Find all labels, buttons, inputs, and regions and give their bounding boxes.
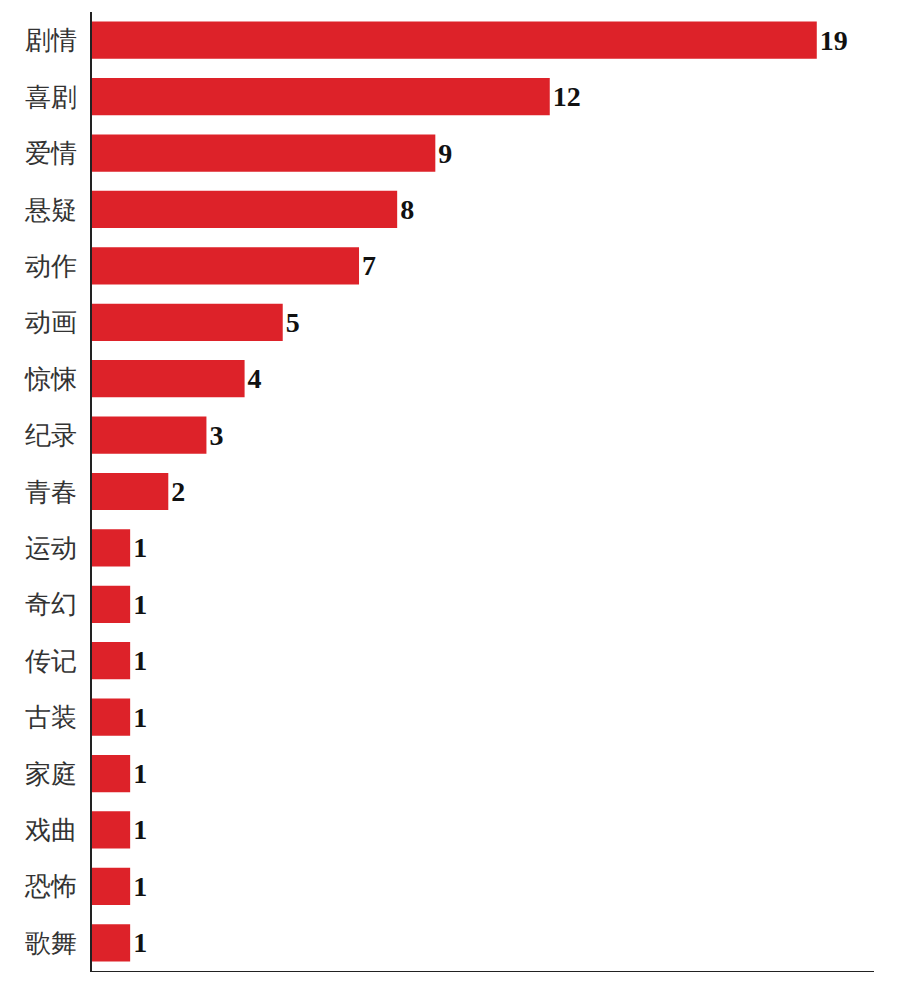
svg-text:5: 5 xyxy=(286,307,300,338)
svg-text:动画: 动画 xyxy=(25,307,77,337)
svg-text:纪录: 纪录 xyxy=(25,420,77,450)
svg-text:传记: 传记 xyxy=(25,646,77,676)
svg-text:运动: 运动 xyxy=(25,533,77,563)
svg-text:12: 12 xyxy=(553,81,581,112)
svg-text:戏曲: 戏曲 xyxy=(25,815,77,845)
svg-text:1: 1 xyxy=(133,927,147,958)
svg-text:7: 7 xyxy=(362,250,376,281)
svg-text:爱情: 爱情 xyxy=(25,138,77,168)
svg-text:1: 1 xyxy=(133,702,147,733)
svg-text:剧情: 剧情 xyxy=(25,25,77,55)
svg-text:19: 19 xyxy=(820,25,848,56)
svg-text:3: 3 xyxy=(209,420,223,451)
svg-text:奇幻: 奇幻 xyxy=(25,589,77,619)
svg-text:9: 9 xyxy=(438,138,452,169)
svg-text:1: 1 xyxy=(133,589,147,620)
svg-text:1: 1 xyxy=(133,814,147,845)
svg-text:4: 4 xyxy=(248,363,262,394)
svg-text:家庭: 家庭 xyxy=(25,759,77,789)
svg-text:恐怖: 恐怖 xyxy=(24,871,77,901)
svg-text:8: 8 xyxy=(400,194,414,225)
svg-text:动作: 动作 xyxy=(25,251,77,281)
svg-text:歌舞: 歌舞 xyxy=(25,928,77,958)
svg-text:1: 1 xyxy=(133,532,147,563)
svg-text:1: 1 xyxy=(133,871,147,902)
svg-text:喜剧: 喜剧 xyxy=(25,82,77,112)
svg-text:古装: 古装 xyxy=(25,702,77,732)
svg-text:惊悚: 惊悚 xyxy=(24,364,77,394)
svg-text:1: 1 xyxy=(133,645,147,676)
svg-text:悬疑: 悬疑 xyxy=(24,195,77,225)
svg-text:1: 1 xyxy=(133,758,147,789)
svg-text:青春: 青春 xyxy=(25,477,77,507)
svg-text:2: 2 xyxy=(171,476,185,507)
